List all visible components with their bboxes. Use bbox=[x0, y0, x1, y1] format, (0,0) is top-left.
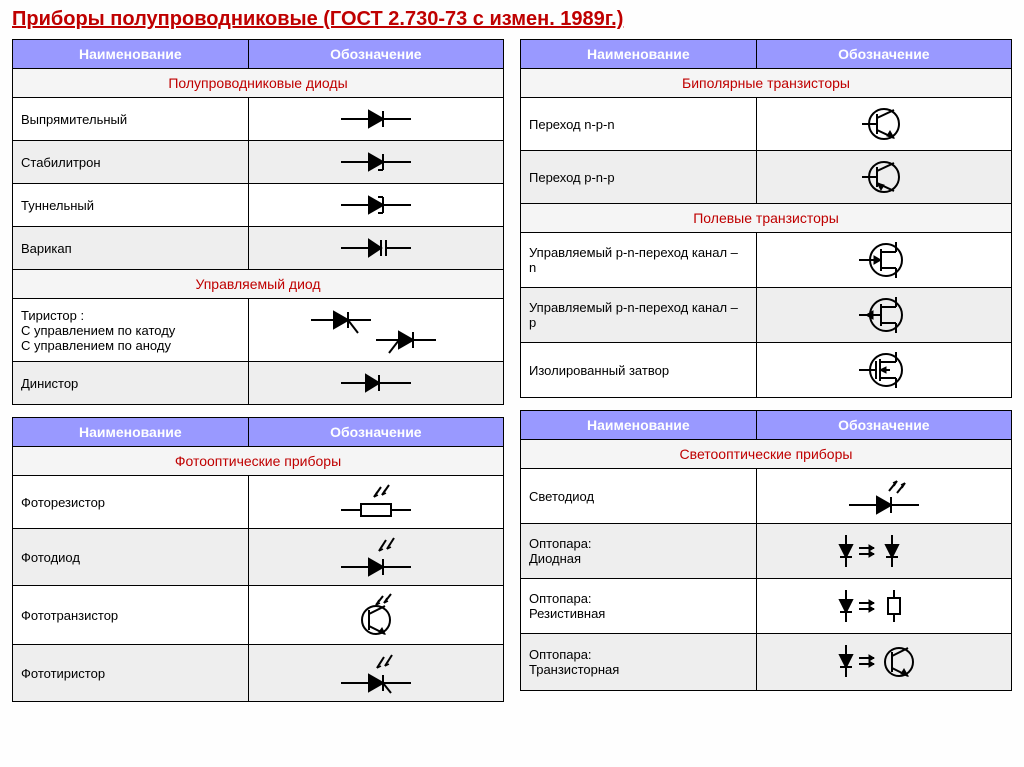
led-icon bbox=[839, 475, 929, 517]
section-title: Полупроводниковые диоды bbox=[13, 69, 504, 98]
section-title: Светооптические приборы bbox=[521, 440, 1012, 469]
row-name: Динистор bbox=[13, 362, 249, 405]
table-photo: Наименование Обозначение Фотооптические … bbox=[12, 417, 504, 702]
col-header-name: Наименование bbox=[521, 40, 757, 69]
col-header-sym: Обозначение bbox=[248, 418, 503, 447]
row-name: Переход p-n-p bbox=[521, 151, 757, 204]
row-name: Светодиод bbox=[521, 469, 757, 524]
diac-icon bbox=[331, 368, 421, 398]
table-row: Выпрямительный bbox=[13, 98, 504, 141]
photodiode-icon bbox=[331, 535, 421, 579]
row-symbol bbox=[756, 151, 1011, 204]
row-symbol bbox=[248, 586, 503, 645]
row-name: Фототиристор bbox=[13, 645, 249, 702]
row-symbol bbox=[248, 227, 503, 270]
section-title: Биполярные транзисторы bbox=[521, 69, 1012, 98]
row-symbol bbox=[756, 98, 1011, 151]
jfet-n-icon bbox=[854, 239, 914, 281]
row-name: Управляемый p-n-переход канал – p bbox=[521, 288, 757, 343]
photothyristor-icon bbox=[331, 651, 421, 695]
table-row: Изолированный затвор bbox=[521, 343, 1012, 398]
row-symbol bbox=[756, 288, 1011, 343]
npn-icon bbox=[854, 104, 914, 144]
table-row: Фотодиод bbox=[13, 529, 504, 586]
col-header-name: Наименование bbox=[13, 418, 249, 447]
row-name: Оптопара: Резистивная bbox=[521, 579, 757, 634]
section-title: Фотооптические приборы bbox=[13, 447, 504, 476]
section-title: Управляемый диод bbox=[13, 270, 504, 299]
row-symbol bbox=[248, 184, 503, 227]
row-name: Тиристор : С управлением по катоду С упр… bbox=[13, 299, 249, 362]
col-header-sym: Обозначение bbox=[248, 40, 503, 69]
pnp-icon bbox=[854, 157, 914, 197]
mosfet-icon bbox=[854, 349, 914, 391]
table-row: Оптопара: Диодная bbox=[521, 524, 1012, 579]
row-name: Туннельный bbox=[13, 184, 249, 227]
thyristor-icon bbox=[306, 305, 446, 355]
section-title: Полевые транзисторы bbox=[521, 204, 1012, 233]
table-row: Тиристор : С управлением по катоду С упр… bbox=[13, 299, 504, 362]
table-row: Туннельный bbox=[13, 184, 504, 227]
right-column: Наименование Обозначение Биполярные тран… bbox=[520, 39, 1012, 702]
photoresistor-icon bbox=[331, 482, 421, 522]
row-name: Оптопара: Транзисторная bbox=[521, 634, 757, 691]
row-name: Переход n-p-n bbox=[521, 98, 757, 151]
table-row: Управляемый p-n-переход канал – n bbox=[521, 233, 1012, 288]
row-symbol bbox=[248, 98, 503, 141]
varicap-icon bbox=[331, 233, 421, 263]
opto-trans-icon bbox=[824, 640, 944, 684]
row-name: Оптопара: Диодная bbox=[521, 524, 757, 579]
row-symbol bbox=[756, 343, 1011, 398]
row-name: Фототранзистор bbox=[13, 586, 249, 645]
zener-icon bbox=[331, 147, 421, 177]
row-name: Фотодиод bbox=[13, 529, 249, 586]
table-row: Управляемый p-n-переход канал – p bbox=[521, 288, 1012, 343]
left-column: Наименование Обозначение Полупроводников… bbox=[12, 39, 504, 702]
row-name: Управляемый p-n-переход канал – n bbox=[521, 233, 757, 288]
row-name: Изолированный затвор bbox=[521, 343, 757, 398]
table-row: Переход n-p-n bbox=[521, 98, 1012, 151]
row-symbol bbox=[248, 476, 503, 529]
phototransistor-icon bbox=[331, 592, 421, 638]
table-diodes: Наименование Обозначение Полупроводников… bbox=[12, 39, 504, 405]
opto-diode-icon bbox=[824, 530, 944, 572]
table-row: Фоторезистор bbox=[13, 476, 504, 529]
table-row: Фототранзистор bbox=[13, 586, 504, 645]
row-symbol bbox=[756, 579, 1011, 634]
row-name: Фоторезистор bbox=[13, 476, 249, 529]
row-symbol bbox=[756, 469, 1011, 524]
row-name: Стабилитрон bbox=[13, 141, 249, 184]
opto-res-icon bbox=[824, 585, 944, 627]
row-symbol bbox=[248, 299, 503, 362]
table-row: Стабилитрон bbox=[13, 141, 504, 184]
table-row: Оптопара: Транзисторная bbox=[521, 634, 1012, 691]
table-row: Фототиристор bbox=[13, 645, 504, 702]
tunnel-icon bbox=[331, 190, 421, 220]
row-symbol bbox=[756, 233, 1011, 288]
table-row: Динистор bbox=[13, 362, 504, 405]
table-row: Светодиод bbox=[521, 469, 1012, 524]
table-transistors: Наименование Обозначение Биполярные тран… bbox=[520, 39, 1012, 398]
row-symbol bbox=[756, 634, 1011, 691]
col-header-name: Наименование bbox=[13, 40, 249, 69]
table-opto: Наименование Обозначение Светооптические… bbox=[520, 410, 1012, 691]
jfet-p-icon bbox=[854, 294, 914, 336]
diode-icon bbox=[331, 104, 421, 134]
layout-columns: Наименование Обозначение Полупроводников… bbox=[12, 39, 1012, 702]
row-name: Выпрямительный bbox=[13, 98, 249, 141]
table-row: Варикап bbox=[13, 227, 504, 270]
col-header-sym: Обозначение bbox=[756, 411, 1011, 440]
col-header-name: Наименование bbox=[521, 411, 757, 440]
row-symbol bbox=[756, 524, 1011, 579]
page-title: Приборы полупроводниковые (ГОСТ 2.730-73… bbox=[12, 8, 1012, 31]
col-header-sym: Обозначение bbox=[756, 40, 1011, 69]
row-name: Варикап bbox=[13, 227, 249, 270]
row-symbol bbox=[248, 529, 503, 586]
table-row: Оптопара: Резистивная bbox=[521, 579, 1012, 634]
row-symbol bbox=[248, 362, 503, 405]
row-symbol bbox=[248, 141, 503, 184]
table-row: Переход p-n-p bbox=[521, 151, 1012, 204]
row-symbol bbox=[248, 645, 503, 702]
